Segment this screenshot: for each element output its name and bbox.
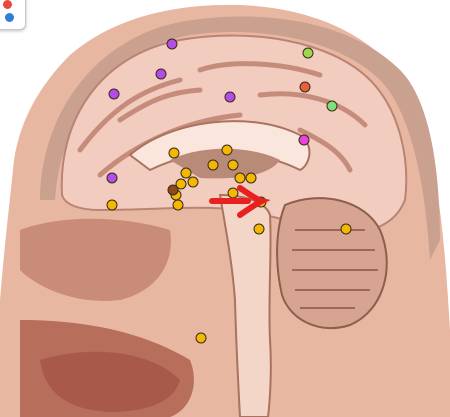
location-marker[interactable] [195, 332, 207, 344]
cerebellum-folia [292, 229, 378, 309]
lateral-ventricle [170, 148, 280, 179]
location-marker[interactable] [106, 199, 118, 211]
location-marker[interactable] [234, 172, 246, 184]
location-marker[interactable] [155, 68, 167, 80]
location-marker[interactable] [108, 88, 120, 100]
location-marker[interactable] [175, 178, 187, 190]
location-marker[interactable] [166, 38, 178, 50]
location-marker[interactable] [106, 172, 118, 184]
marker-layer [106, 38, 352, 344]
location-marker[interactable] [227, 187, 239, 199]
color-palette-icon[interactable] [0, 0, 26, 30]
location-marker[interactable] [172, 199, 184, 211]
location-marker[interactable] [299, 81, 311, 93]
location-marker[interactable] [180, 167, 192, 179]
arrow-layer [209, 185, 271, 218]
location-marker[interactable] [167, 184, 179, 196]
brainstem [218, 193, 272, 417]
red-dot [3, 0, 12, 9]
location-marker[interactable] [326, 100, 338, 112]
location-marker[interactable] [340, 223, 352, 235]
location-marker[interactable] [221, 144, 233, 156]
location-marker[interactable] [187, 176, 199, 188]
arrow-right-icon [237, 185, 271, 218]
location-marker[interactable] [245, 172, 257, 184]
location-marker[interactable] [227, 159, 239, 171]
location-marker[interactable] [253, 223, 265, 235]
location-marker[interactable] [224, 91, 236, 103]
location-marker[interactable] [298, 134, 310, 146]
blue-dot [5, 13, 14, 22]
location-marker[interactable] [302, 47, 314, 59]
nasal-cavity [20, 218, 171, 301]
location-marker[interactable] [168, 147, 180, 159]
tongue [40, 351, 180, 412]
location-marker[interactable] [207, 159, 219, 171]
